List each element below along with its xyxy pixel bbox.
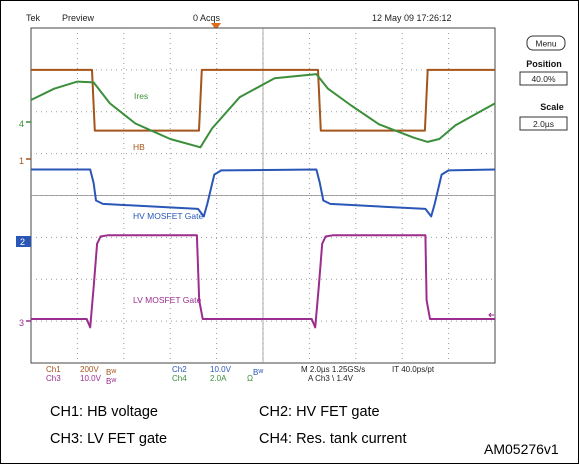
caption-ch2: CH2: HV FET gate	[259, 404, 380, 420]
readout-ch4: Ch4	[172, 374, 187, 383]
readout-ohm: Ω	[247, 374, 253, 383]
position-field[interactable]: 40.0%	[519, 71, 568, 86]
scope-brand: Tek	[26, 13, 41, 23]
channel-2-marker: 2	[16, 236, 31, 247]
scope-datetime: 12 May 09 17:26:12	[372, 13, 452, 23]
readout-ch1-bw: Bᵂ	[106, 368, 116, 377]
readout-bw: Bᵂ	[253, 368, 263, 377]
channel-1-marker: 1	[19, 156, 31, 166]
readout-ch1-scale: 200V	[80, 365, 99, 374]
channel-3-marker: 3	[19, 318, 31, 328]
readout-timebase: M 2.0µs 1.25GS/s	[301, 365, 365, 374]
svg-text:Menu: Menu	[535, 39, 557, 49]
waveforms	[30, 68, 496, 329]
readout-ch3-scale: 10.0V	[80, 374, 102, 383]
annotation-hv-gate: HV MOSFET Gate	[133, 211, 203, 221]
menu-button[interactable]: Menu	[526, 35, 566, 51]
readout-ch3: Ch3	[46, 374, 61, 383]
annotation-hb: HB	[133, 142, 145, 152]
readout-trigger: A Ch3 \ 1.4V	[308, 374, 354, 383]
svg-text:4: 4	[19, 119, 24, 129]
series-hv-mosfet-gate-line	[31, 168, 496, 218]
svg-text:2.0µs: 2.0µs	[533, 119, 554, 129]
readout-row-1: Ch1 200V Bᵂ Ch2 10.0V Bᵂ M 2.0µs 1.25GS/…	[46, 365, 435, 377]
readout-ch1: Ch1	[46, 365, 61, 374]
trigger-level-marker	[488, 312, 494, 318]
svg-text:3: 3	[19, 318, 24, 328]
annotation-lv-gate: LV MOSFET Gate	[133, 295, 201, 305]
position-label: Position	[526, 59, 562, 69]
caption-ch3: CH3: LV FET gate	[50, 431, 168, 447]
scope-mode: Preview	[62, 13, 95, 23]
scale-field[interactable]: 2.0µs	[519, 116, 568, 131]
svg-text:1: 1	[19, 156, 24, 166]
readout-ch4-scale: 2.0A	[210, 374, 227, 383]
series-lv-mosfet-gate-line	[31, 234, 495, 329]
channel-4-marker: 4	[19, 119, 31, 129]
svg-text:2: 2	[20, 237, 25, 247]
figure-reference: AM05276v1	[484, 441, 559, 457]
series-ires-line	[30, 73, 496, 149]
acquisition-count: 0 Acqs	[193, 13, 221, 23]
series-hb-line	[31, 68, 495, 132]
readout-pts: IT 40.0ps/pt	[392, 365, 435, 374]
scale-label: Scale	[540, 102, 564, 112]
readout-ch2: Ch2	[172, 365, 187, 374]
readout-ch2-scale: 10.0V	[210, 365, 232, 374]
readout-row-2: Ch3 10.0V Bᵂ Ch4 2.0A Ω A Ch3 \ 1.4V	[46, 374, 354, 386]
readout-ch3-bw: Bᵂ	[106, 377, 116, 386]
caption-ch1: CH1: HB voltage	[50, 404, 158, 420]
svg-text:40.0%: 40.0%	[531, 74, 556, 84]
annotation-ires: Ires	[134, 91, 148, 101]
trigger-position-marker	[211, 23, 221, 30]
caption-ch4: CH4: Res. tank current	[259, 431, 407, 447]
